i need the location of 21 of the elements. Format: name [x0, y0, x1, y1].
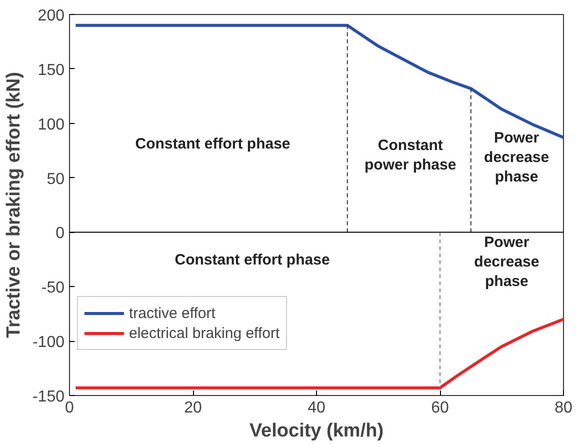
x-tick-label: 80 — [554, 400, 572, 416]
x-tick-label: 60 — [431, 400, 449, 416]
y-tick-label: 0 — [56, 225, 65, 242]
annotation: Constant power phase — [364, 137, 456, 174]
annotation: Power decrease phase — [484, 129, 550, 186]
y-tick-label: -50 — [41, 280, 65, 297]
legend-label: electrical braking effort — [129, 324, 280, 342]
legend-label: tractive effort — [129, 304, 216, 322]
annotation: Power decrease phase — [474, 234, 540, 290]
y-tick-label: -150 — [32, 388, 65, 406]
annotation: Constant effort phase — [174, 252, 330, 269]
y-tick-label: 50 — [46, 170, 65, 188]
x-tick-label: 20 — [184, 400, 202, 416]
x-tick-label: 40 — [308, 400, 326, 416]
y-tick-label: 200 — [38, 8, 65, 24]
annotation: Constant effort phase — [135, 136, 290, 153]
y-tick-label: 150 — [38, 62, 65, 79]
x-axis-title: Velocity (km/h) — [249, 420, 384, 442]
y-axis-title: Tractive or braking effort (kN) — [3, 72, 24, 338]
y-tick-label: -100 — [32, 334, 65, 352]
y-tick-label: 100 — [38, 116, 65, 134]
